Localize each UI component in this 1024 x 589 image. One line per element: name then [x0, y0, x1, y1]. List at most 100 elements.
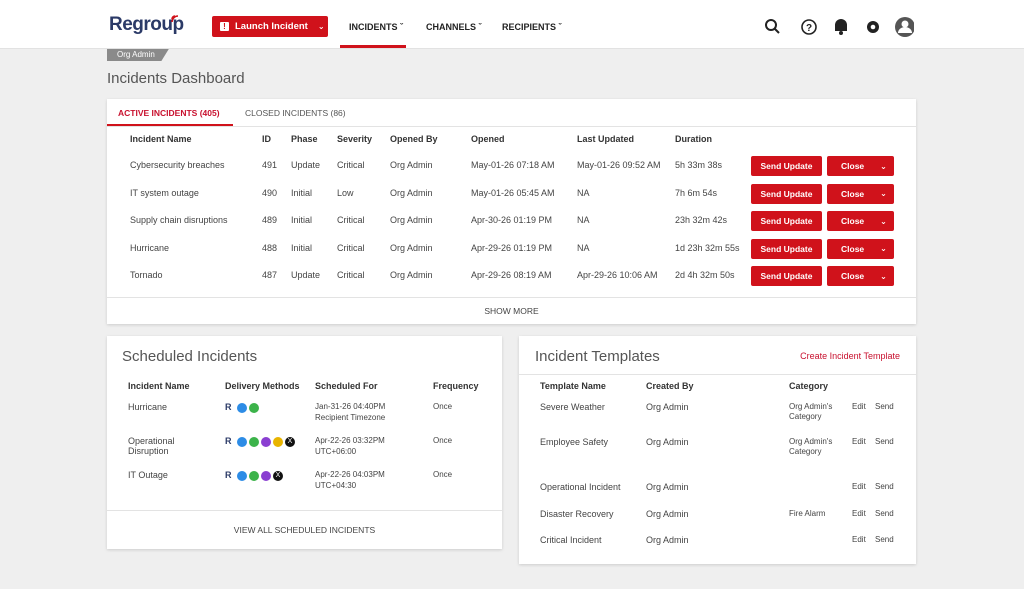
link-cell[interactable]: Hurricane — [128, 402, 168, 412]
close-label: Close — [841, 161, 865, 171]
column-header: ID — [262, 134, 271, 144]
page-title: Incidents Dashboard — [107, 70, 245, 87]
send-link[interactable]: Send — [875, 509, 894, 518]
link-cell[interactable]: Org Admin — [646, 535, 689, 545]
cell: Apr-30-26 01:19 PM — [471, 215, 553, 225]
column-header: Template Name — [540, 381, 606, 391]
channel-icon — [261, 437, 271, 447]
link-cell[interactable]: Org Admin — [646, 402, 689, 412]
send-update-button[interactable]: Send Update — [751, 238, 822, 259]
edit-link[interactable]: Edit — [852, 509, 866, 518]
menu-item[interactable]: INCIDENTS ˇ — [349, 22, 404, 32]
close-button[interactable]: Close ⌄ — [827, 238, 894, 259]
send-update-button[interactable]: Send Update — [751, 211, 822, 231]
menu-item[interactable]: CHANNELS ˇ — [426, 22, 482, 32]
cell: 7h 6m 54s — [675, 187, 718, 198]
edit-link[interactable]: Edit — [852, 437, 866, 446]
tab[interactable]: ACTIVE INCIDENTS (405) — [118, 108, 220, 118]
link-cell[interactable]: Severe Weather — [540, 402, 605, 412]
cell: Critical — [337, 215, 365, 225]
link-cell[interactable]: Critical Incident — [540, 535, 602, 545]
send-link[interactable]: Send — [875, 402, 894, 411]
link-cell[interactable]: Org Admin — [390, 187, 433, 198]
link-cell[interactable]: Operational Disruption — [128, 436, 175, 456]
search-icon[interactable] — [765, 19, 780, 34]
card-title: Incident Templates — [535, 348, 660, 365]
caret: ⌄ — [880, 161, 887, 171]
channel-icon: X — [285, 437, 295, 447]
edit-link[interactable]: Edit — [852, 482, 866, 491]
channel-icon — [249, 471, 259, 481]
create-link[interactable]: Create Incident Template — [800, 351, 900, 361]
link-cell[interactable]: Org Admin — [390, 242, 433, 253]
link-cell[interactable]: Org Admin — [390, 215, 433, 225]
tab[interactable]: CLOSED INCIDENTS (86) — [245, 108, 346, 118]
cell: 487 — [262, 270, 278, 280]
cell: May-01-26 07:18 AM — [471, 160, 555, 170]
link-cell[interactable]: Hurricane — [130, 242, 170, 253]
column-header: Phase — [291, 134, 318, 144]
send-link[interactable]: Send — [875, 535, 894, 544]
cell: Fire Alarm — [789, 509, 826, 518]
edit-link[interactable]: Edit — [852, 402, 866, 411]
menu-item[interactable]: RECIPIENTS ˇ — [502, 22, 562, 32]
send-update-button[interactable]: Send Update — [751, 183, 822, 204]
channel-icon — [237, 437, 247, 447]
send-link[interactable]: Send — [875, 482, 894, 491]
link-cell[interactable]: Tornado — [130, 270, 163, 280]
link-cell[interactable]: Org Admin — [390, 270, 433, 280]
close-button[interactable]: Close ⌄ — [827, 183, 894, 204]
channel-icon — [249, 403, 259, 413]
link-cell[interactable]: Org Admin — [646, 509, 689, 519]
caret: ⌄ — [880, 216, 887, 226]
help-icon[interactable]: ? — [801, 19, 817, 35]
logo[interactable]: Regroup — [109, 14, 184, 35]
close-button[interactable]: Close ⌄ — [827, 156, 894, 176]
cell: Initial — [291, 215, 313, 225]
close-label: Close — [841, 271, 865, 281]
bell-icon[interactable] — [835, 19, 847, 35]
link-cell[interactable]: Org Admin — [646, 482, 689, 492]
column-header: Category — [789, 381, 829, 391]
cell: Update — [291, 160, 321, 170]
settings-icon[interactable] — [867, 21, 879, 33]
link-cell[interactable]: Supply chain disruptions — [130, 215, 228, 225]
link-cell[interactable]: Cybersecurity breaches — [130, 160, 225, 170]
close-label: Close — [841, 216, 865, 226]
cell: Critical — [337, 160, 365, 170]
launch-label: Launch Incident — [235, 21, 308, 32]
channel-icon: R — [225, 436, 232, 446]
cell: Initial — [291, 242, 313, 253]
link-cell[interactable]: Employee Safety — [540, 437, 609, 447]
link-cell[interactable]: Org Admin — [390, 160, 433, 170]
send-link[interactable]: Send — [875, 437, 894, 446]
cell: Apr-29-26 01:19 PM — [471, 242, 553, 253]
link-cell[interactable]: IT Outage — [128, 470, 168, 480]
send-update-button[interactable]: Send Update — [751, 156, 822, 176]
link-cell[interactable]: IT system outage — [130, 187, 199, 198]
view-all[interactable]: VIEW ALL SCHEDULED INCIDENTS — [233, 525, 376, 535]
tab-underline — [107, 124, 233, 126]
close-button[interactable]: Close ⌄ — [827, 211, 894, 231]
link-cell[interactable]: Disaster Recovery — [540, 509, 614, 519]
link-cell[interactable]: Org Admin — [646, 437, 689, 447]
launch-button[interactable]: ! Launch Incident ⌄ — [212, 16, 328, 37]
avatar-icon[interactable] — [895, 17, 914, 37]
alert-icon: ! — [220, 22, 229, 31]
link-cell[interactable]: Operational Incident — [540, 482, 621, 492]
cell: Apr-22-26 04:03PM — [315, 470, 385, 479]
edit-link[interactable]: Edit — [852, 535, 866, 544]
close-label: Close — [841, 188, 865, 199]
cell: Apr-22-26 03:32PM — [315, 436, 385, 445]
divider — [107, 297, 916, 298]
column-header: Last Updated — [577, 134, 635, 144]
cell: 491 — [262, 160, 278, 170]
close-button[interactable]: Close ⌄ — [827, 266, 894, 286]
divider — [107, 126, 916, 127]
cell: Recipient Timezone — [315, 413, 386, 422]
send-update-button[interactable]: Send Update — [751, 266, 822, 286]
column-header: Incident Name — [128, 381, 190, 391]
scheduled-card: Scheduled Incidents Incident Name Delivery… — [107, 336, 502, 549]
show-more[interactable]: SHOW MORE — [484, 306, 539, 316]
channel-icon — [249, 437, 259, 447]
